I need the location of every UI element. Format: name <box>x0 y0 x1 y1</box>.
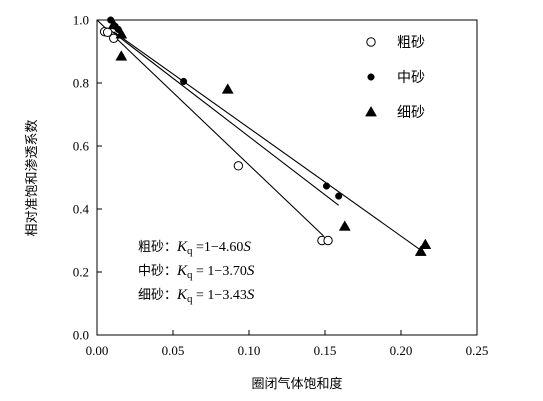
x-tick-label: 0.25 <box>466 343 489 358</box>
y-tick-label: 0.4 <box>73 202 90 217</box>
fit-line <box>110 30 340 206</box>
equations: 粗砂：Kq =1−4.60S 中砂：Kq = 1−3.70S 细砂：Kq = 1−3… <box>138 239 255 305</box>
data-point <box>338 220 351 231</box>
x-tick-label: 0.15 <box>314 343 337 358</box>
x-tick-label: 0.10 <box>238 343 261 358</box>
legend-label: 中砂 <box>397 70 425 86</box>
x-tick-label: 0.00 <box>86 343 109 358</box>
data-point <box>322 182 331 190</box>
x-tick-label: 0.05 <box>162 343 185 358</box>
x-tick-label: 0.20 <box>390 343 413 358</box>
data-point <box>115 50 128 61</box>
y-tick-label: 0.6 <box>73 139 90 154</box>
data-point <box>335 192 343 200</box>
legend-label: 细砂 <box>397 105 425 121</box>
data-point <box>221 83 234 94</box>
equation-label: 中砂：Kq = 1−3.70S <box>138 263 255 281</box>
y-axis: 0.0 0.2 0.4 0.6 0.8 1.0 <box>73 13 102 343</box>
y-tick-label: 1.0 <box>73 13 89 28</box>
equation-label: 细砂：Kq = 1−3.43S <box>138 287 255 305</box>
data-point <box>180 77 188 85</box>
plot-area <box>96 19 478 336</box>
data-point <box>323 235 333 246</box>
fit-lines <box>96 19 422 251</box>
data-point <box>414 245 427 256</box>
y-tick-label: 0.8 <box>73 76 89 91</box>
plot-frame <box>96 19 478 336</box>
data-point <box>233 161 244 171</box>
data-points <box>99 16 432 256</box>
fit-line <box>96 19 324 237</box>
data-point <box>419 238 432 249</box>
fit-line <box>113 31 422 251</box>
legend-label: 粗砂 <box>397 35 425 51</box>
y-tick-label: 0.0 <box>73 328 89 343</box>
equation-label: 粗砂：Kq =1−4.60S <box>138 239 251 257</box>
y-tick-label: 0.2 <box>73 265 89 280</box>
legend-marker <box>365 105 377 117</box>
x-axis: 0.00 0.05 0.10 0.15 0.20 0.25 <box>86 330 489 358</box>
y-axis-label: 相对准饱和渗透系数 <box>25 119 40 236</box>
data-point <box>115 28 128 39</box>
x-axis-label: 圈闭气体饱和度 <box>251 376 342 392</box>
data-point <box>107 18 120 30</box>
legend-marker <box>367 73 375 81</box>
data-point <box>102 27 113 37</box>
legend-marker <box>366 37 376 47</box>
